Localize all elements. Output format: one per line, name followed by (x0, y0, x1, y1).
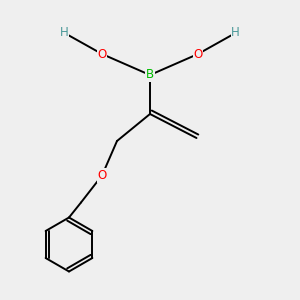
Text: B: B (146, 68, 154, 82)
Text: O: O (194, 47, 202, 61)
Text: O: O (98, 47, 106, 61)
Text: O: O (98, 169, 106, 182)
Text: H: H (60, 26, 69, 40)
Text: H: H (231, 26, 240, 40)
